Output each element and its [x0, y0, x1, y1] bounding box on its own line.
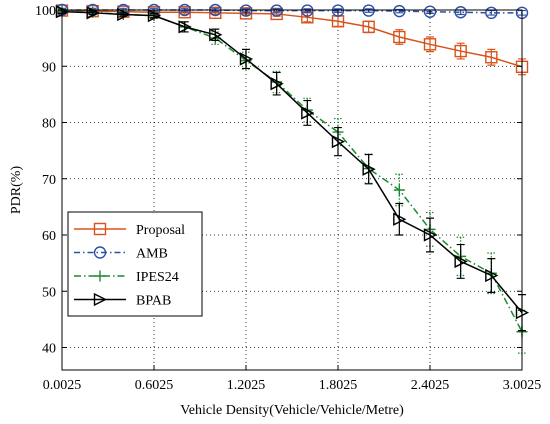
- data-point: [239, 4, 253, 17]
- legend-item: BPAB: [74, 292, 171, 309]
- data-point: [301, 4, 314, 17]
- y-tick-label: 90: [42, 60, 56, 75]
- x-tick-label: 0.6025: [135, 378, 174, 393]
- legend-label: BPAB: [136, 294, 171, 309]
- data-point: [209, 28, 223, 42]
- legend-item: AMB: [74, 246, 168, 262]
- data-point: [270, 4, 283, 17]
- data-point: [331, 134, 346, 149]
- error-bar: [456, 243, 465, 279]
- y-axis-title: PDR(%): [9, 166, 24, 215]
- legend-marker: [93, 246, 107, 259]
- legend-item: IPES24: [74, 270, 179, 285]
- error-bar: [395, 202, 404, 236]
- series-line: [61, 10, 523, 314]
- data-point: [485, 268, 499, 283]
- series-bpab: [55, 5, 530, 332]
- error-bar: [303, 99, 312, 126]
- legend-marker: [93, 222, 107, 236]
- y-tick-label: 80: [42, 117, 56, 132]
- legend-label: IPES24: [136, 270, 179, 285]
- data-point: [393, 184, 405, 196]
- error-bar: [303, 8, 312, 13]
- data-point: [270, 77, 284, 91]
- legend: Proposal AMB IPES24 BPAB: [67, 211, 203, 317]
- x-tick-label: 2.4025: [411, 378, 450, 393]
- data-point: [393, 212, 407, 226]
- data-point: [117, 7, 131, 22]
- error-bar: [272, 71, 281, 96]
- data-point: [423, 38, 437, 51]
- error-bar: [211, 28, 220, 41]
- error-bar: [334, 126, 342, 157]
- series-amb: [55, 3, 529, 20]
- legend-label: AMB: [136, 247, 168, 262]
- error-bar: [364, 8, 373, 13]
- data-point: [485, 6, 498, 20]
- data-point: [239, 52, 254, 66]
- axis-ticks: 40 50 60 70 80 90 100 0.0025 0.6025 1.2025 1.8025 2…: [35, 4, 541, 393]
- legend-label: Proposal: [136, 223, 185, 238]
- error-bar: [487, 9, 496, 16]
- data-point: [423, 228, 438, 242]
- data-point: [423, 5, 437, 18]
- x-tick-label: 1.8025: [319, 378, 358, 393]
- error-bar: [426, 217, 434, 253]
- legend-marker: [93, 292, 108, 307]
- data-point: [485, 51, 498, 64]
- data-point: [362, 20, 375, 34]
- error-bar: [272, 8, 281, 13]
- series-line: [61, 9, 523, 68]
- data-point: [331, 4, 345, 17]
- error-bar: [487, 258, 496, 293]
- data-point: [454, 44, 467, 58]
- data-point: [362, 162, 376, 176]
- y-tick-label: 50: [42, 285, 56, 300]
- y-tick-label: 40: [42, 342, 56, 357]
- legend-marker: [94, 270, 106, 282]
- error-bar: [242, 48, 250, 70]
- x-axis-title: Vehicle Density(Vehicle/Vehicle/Metre): [180, 403, 404, 418]
- data-point: [362, 4, 375, 17]
- data-point: [393, 30, 406, 44]
- x-tick-label: 1.2025: [227, 378, 266, 393]
- x-tick-label: 0.0025: [43, 378, 82, 393]
- data-point: [178, 20, 192, 34]
- x-tick-label: 3.0025: [503, 378, 542, 393]
- series-group: [55, 3, 530, 354]
- data-point: [454, 254, 468, 269]
- data-point: [393, 4, 406, 18]
- y-tick-label: 60: [42, 229, 56, 244]
- data-point: [454, 6, 467, 19]
- error-bar: [364, 153, 373, 185]
- legend-item: Proposal: [74, 222, 185, 238]
- plot-frame: [61, 9, 523, 371]
- data-point: [301, 106, 315, 120]
- y-tick-label: 70: [42, 173, 56, 188]
- y-tick-label: 100: [35, 4, 56, 19]
